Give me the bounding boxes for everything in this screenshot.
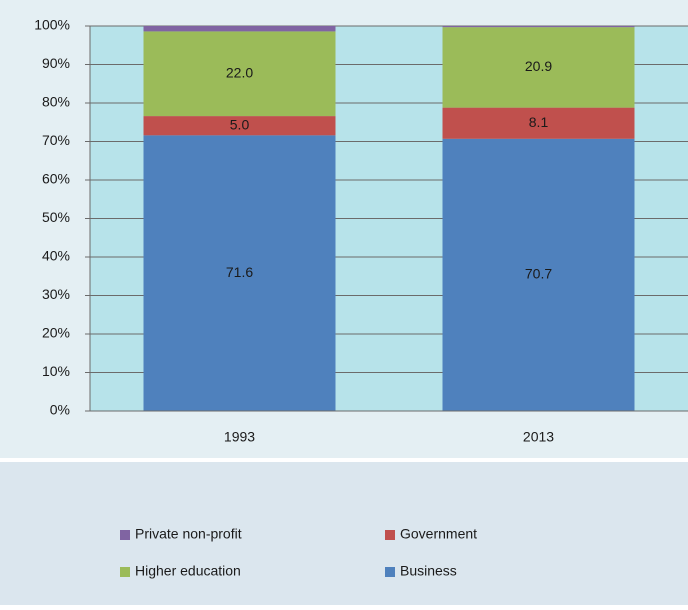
x-tick-label: 2013: [523, 429, 554, 445]
y-tick-label: 100%: [34, 17, 70, 33]
x-tick-label: 1993: [224, 429, 255, 445]
y-tick-label: 30%: [42, 286, 70, 302]
bar-segment: [442, 138, 635, 411]
y-tick-label: 80%: [42, 94, 70, 110]
data-label: 20.9: [525, 58, 552, 74]
bar-segment: [442, 26, 635, 28]
y-tick-label: 50%: [42, 209, 70, 225]
legend-label: Higher education: [135, 563, 241, 579]
y-tick-label: 70%: [42, 132, 70, 148]
y-tick-label: 40%: [42, 248, 70, 264]
legend-swatch: [120, 530, 130, 540]
bar-segment: [143, 116, 336, 136]
data-label: 70.7: [525, 266, 552, 282]
legend-swatch: [120, 567, 130, 577]
y-tick-label: 90%: [42, 55, 70, 71]
data-label: 5.0: [230, 116, 250, 132]
y-tick-label: 10%: [42, 363, 70, 379]
y-tick-label: 20%: [42, 325, 70, 341]
bar-segment: [442, 27, 635, 108]
y-tick-label: 0%: [50, 402, 70, 418]
data-label: 22.0: [226, 64, 253, 80]
legend-swatch: [385, 530, 395, 540]
bar-segment: [442, 107, 635, 139]
bar-segment: [143, 135, 336, 411]
legend-label: Business: [400, 563, 457, 579]
legend-label: Private non-profit: [135, 526, 242, 542]
legend-background: [0, 462, 688, 605]
data-label: 8.1: [529, 114, 549, 130]
bar-segment: [143, 26, 336, 32]
legend-label: Government: [400, 526, 477, 542]
bar-segment: [143, 31, 336, 117]
legend-swatch: [385, 567, 395, 577]
data-label: 71.6: [226, 264, 253, 280]
y-tick-label: 60%: [42, 171, 70, 187]
